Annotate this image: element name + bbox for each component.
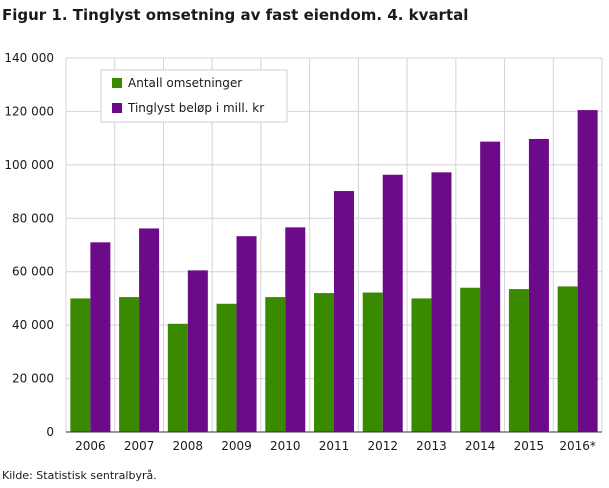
x-axis-ticks: 2006 2007 2008 2009 2010 2011 2012 2013 2014 2015… — [75, 439, 596, 453]
x-tick-label: 2015 — [514, 439, 545, 453]
bar-antall-2016 — [557, 286, 578, 432]
bar-antall-2014 — [460, 287, 481, 432]
bar-antall-2008 — [167, 323, 188, 432]
bar-belop-2013 — [431, 172, 452, 432]
bar-antall-2007 — [119, 297, 140, 432]
bar-belop-2006 — [90, 242, 111, 432]
bar-antall-2012 — [362, 292, 383, 432]
legend-label-antall-omsetninger: Antall omsetninger — [128, 76, 242, 90]
bar-belop-2011 — [334, 191, 354, 432]
bar-belop-2015 — [528, 138, 549, 433]
legend-swatch-antall-omsetninger — [112, 78, 122, 88]
bar-chart: 0 20 000 40 000 60 000 80 000 100 000 120 000 1… — [4, 51, 603, 453]
chart-title: Figur 1. Tinglyst omsetning av fast eien… — [2, 6, 469, 24]
bar-belop-2012 — [382, 174, 403, 432]
bar-belop-2007 — [139, 228, 160, 432]
legend-label-tinglyst-belop: Tinglyst beløp i mill. kr — [127, 101, 264, 115]
y-tick-label: 20 000 — [12, 372, 54, 386]
bar-antall-2006 — [70, 298, 91, 432]
source-note: Kilde: Statistisk sentralbyrå. — [2, 469, 157, 482]
bar-belop-2010 — [285, 227, 306, 432]
legend-swatch-tinglyst-belop — [112, 103, 122, 113]
x-tick-label: 2010 — [270, 439, 301, 453]
x-tick-label: 2014 — [465, 439, 496, 453]
x-tick-label: 2009 — [221, 439, 252, 453]
y-tick-label: 140 000 — [4, 51, 54, 65]
bar-belop-2016 — [577, 110, 598, 432]
x-tick-label: 2008 — [173, 439, 204, 453]
x-tick-label: 2011 — [319, 439, 350, 453]
bar-antall-2013 — [411, 298, 432, 432]
y-tick-label: 0 — [46, 425, 54, 439]
x-tick-label: 2006 — [75, 439, 106, 453]
legend: Antall omsetninger Tinglyst beløp i mill… — [100, 69, 288, 123]
bar-antall-2010 — [265, 297, 286, 432]
bar-antall-2009 — [216, 303, 237, 432]
bar-belop-2008 — [187, 270, 208, 432]
y-tick-label: 60 000 — [12, 265, 54, 279]
x-tick-label: 2013 — [416, 439, 447, 453]
y-tick-label: 80 000 — [12, 211, 54, 225]
bars — [70, 110, 598, 433]
x-tick-label: 2007 — [124, 439, 155, 453]
y-axis-ticks: 0 20 000 40 000 60 000 80 000 100 000 120 000 1… — [4, 51, 54, 439]
bar-belop-2009 — [236, 236, 257, 432]
x-tick-label: 2016* — [559, 439, 596, 453]
y-tick-label: 120 000 — [4, 104, 54, 118]
legend-frame — [100, 69, 288, 123]
bar-belop-2014 — [480, 141, 501, 432]
y-tick-label: 40 000 — [12, 318, 54, 332]
x-tick-label: 2012 — [367, 439, 398, 453]
y-tick-label: 100 000 — [4, 158, 54, 172]
bar-antall-2011 — [314, 293, 334, 432]
bar-antall-2015 — [508, 289, 529, 432]
